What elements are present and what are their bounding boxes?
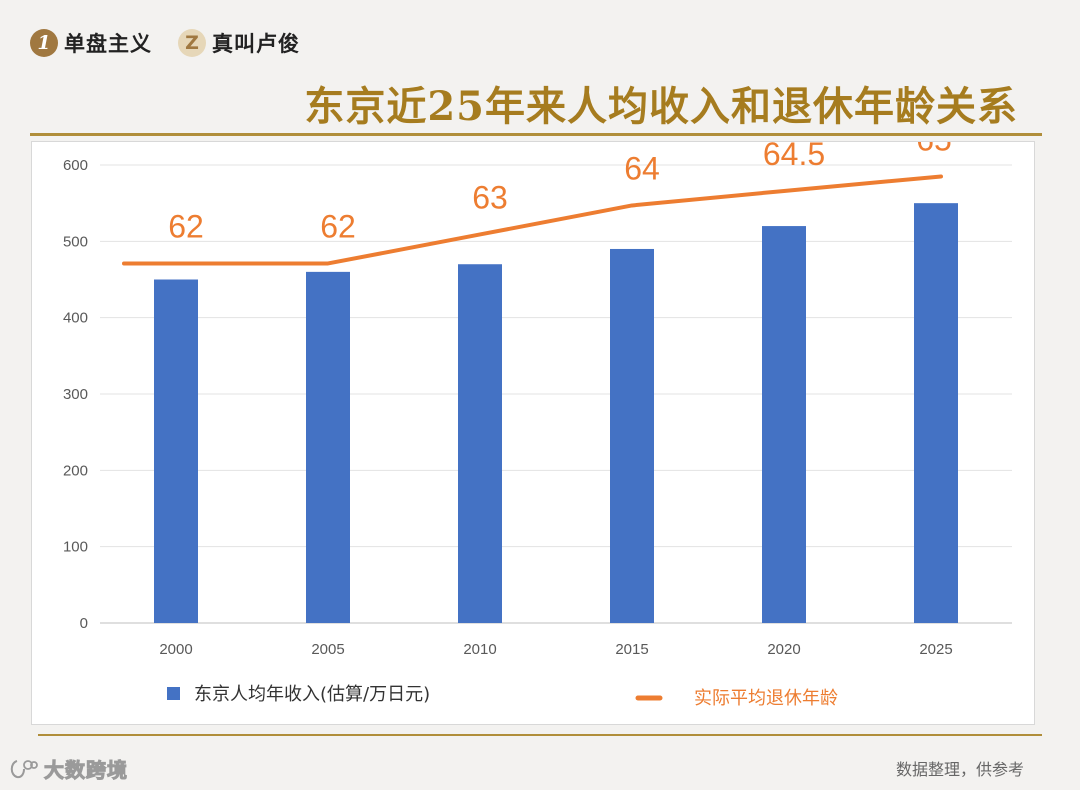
x-tick-label: 2005 bbox=[311, 641, 344, 658]
bar-2010 bbox=[458, 264, 502, 623]
chart-panel: 0 100 200 300 400 500 600 2000 2005 2010 2015 2020 2… bbox=[31, 141, 1035, 725]
footer-brand-name: 大数跨境 bbox=[44, 758, 128, 783]
x-tick-label: 2015 bbox=[615, 641, 648, 658]
footer-divider bbox=[38, 734, 1042, 736]
x-tick-label: 2000 bbox=[159, 641, 192, 658]
bar-2005 bbox=[306, 271, 350, 623]
x-tick-label: 2025 bbox=[919, 641, 952, 658]
bar-2015 bbox=[610, 248, 654, 623]
page-title: 东京近25年来人均收入和退休年龄关系 bbox=[304, 83, 1018, 130]
y-tick-label: 300 bbox=[63, 386, 88, 403]
footer-brand: 大数跨境 bbox=[8, 754, 128, 783]
x-tick-label: 2010 bbox=[463, 641, 496, 658]
danpan-logo-icon: 1 bbox=[30, 29, 58, 57]
danpan-name: 单盘主义 bbox=[64, 32, 152, 56]
retirement-age-line bbox=[122, 174, 943, 266]
brand-danpan[interactable]: 1 单盘主义 bbox=[30, 28, 152, 58]
line-data-label: 64.5 bbox=[763, 142, 825, 172]
legend-bar-swatch bbox=[167, 687, 180, 700]
zhenjiao-name: 真叫卢俊 bbox=[212, 32, 300, 56]
title-divider bbox=[30, 133, 1042, 136]
y-tick-label: 600 bbox=[63, 157, 88, 174]
footer-logo-icon bbox=[10, 759, 38, 778]
y-tick-label: 0 bbox=[80, 615, 88, 632]
bar-2025 bbox=[914, 203, 958, 623]
x-tick-label: 2020 bbox=[767, 641, 800, 658]
brand-row: 1 单盘主义 Z 真叫卢俊 bbox=[30, 28, 300, 58]
combo-chart: 0 100 200 300 400 500 600 2000 2005 2010 2015 2020 2… bbox=[63, 142, 1012, 709]
line-data-label: 64 bbox=[624, 150, 660, 186]
bar-2000 bbox=[154, 279, 198, 623]
line-data-label: 65 bbox=[916, 142, 952, 157]
zhenjiao-logo-icon: Z bbox=[178, 29, 206, 57]
y-tick-label: 500 bbox=[63, 233, 88, 250]
bar-2020 bbox=[762, 226, 806, 624]
brand-zhenjiao[interactable]: Z 真叫卢俊 bbox=[178, 28, 300, 58]
y-tick-label: 100 bbox=[63, 539, 88, 556]
footer-note: 数据整理，供参考 bbox=[895, 760, 1024, 779]
y-tick-label: 200 bbox=[63, 462, 88, 479]
line-data-label: 62 bbox=[168, 208, 204, 244]
legend-bar-label: 东京人均年收入(估算/万日元) bbox=[194, 684, 430, 705]
line-data-label: 62 bbox=[320, 208, 356, 244]
y-tick-label: 400 bbox=[63, 310, 88, 327]
legend-line-label: 实际平均退休年龄 bbox=[694, 688, 838, 709]
line-data-label: 63 bbox=[472, 179, 508, 215]
